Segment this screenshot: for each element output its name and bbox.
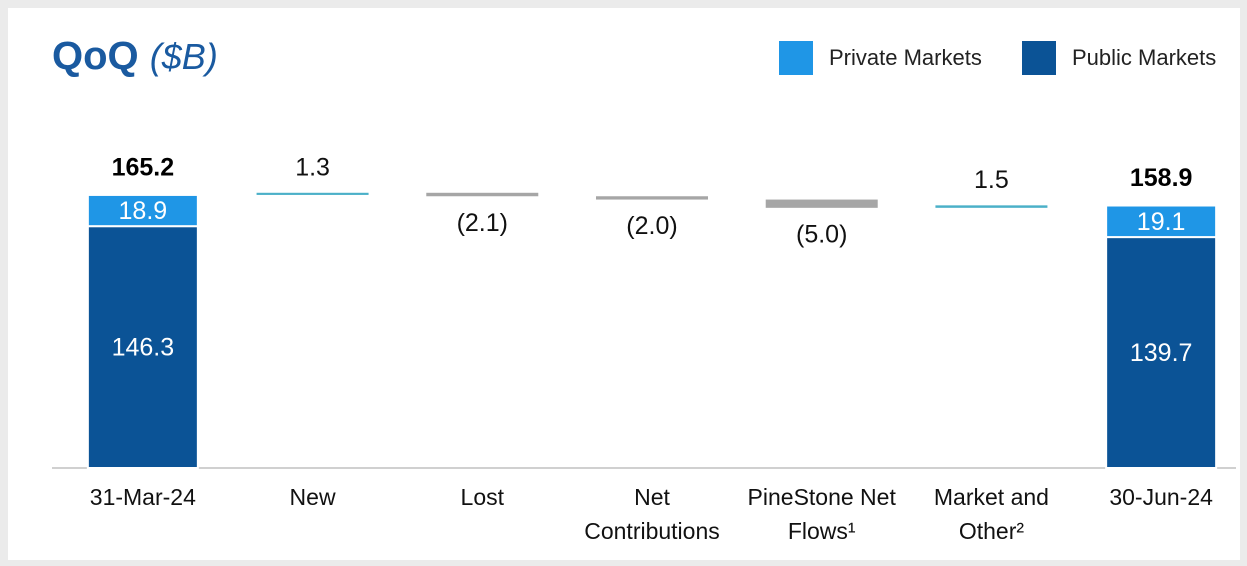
change-label: (2.0) — [626, 212, 677, 240]
x-tick-label: PineStone Net Flows¹ — [747, 484, 896, 544]
bar-value-label: 146.3 — [112, 334, 175, 362]
bar-segment — [1105, 236, 1218, 469]
x-tick-label: 30-Jun-24 — [1109, 484, 1213, 510]
legend-swatch — [1022, 41, 1056, 75]
bar-segment — [1105, 204, 1218, 239]
legend-swatch — [779, 41, 813, 75]
chart-title: QoQ ($B) — [52, 34, 218, 79]
legend-item: Private Markets — [779, 40, 982, 76]
change-bar — [765, 199, 878, 208]
bar-segment — [86, 193, 199, 228]
change-bar — [935, 205, 1048, 208]
bar-value-label: 139.7 — [1130, 339, 1193, 367]
legend-label: Public Markets — [1072, 45, 1217, 70]
total-label: 165.2 — [112, 154, 175, 182]
bar-value-label: 19.1 — [1137, 208, 1186, 236]
subtitle-text: ($B) — [149, 36, 218, 77]
legend-item: Public Markets — [1022, 40, 1216, 76]
x-tick-label: 31-Mar-24 — [89, 484, 196, 510]
x-tick-label: Market and Other² — [933, 484, 1049, 544]
change-bar — [426, 192, 539, 197]
legend-label: Private Markets — [829, 45, 982, 70]
bar-value-label: 18.9 — [119, 197, 168, 225]
title-text: QoQ — [52, 34, 139, 78]
change-label: 1.5 — [974, 166, 1009, 194]
x-tick-label: Lost — [460, 484, 505, 510]
change-bar — [596, 196, 708, 200]
total-label: 158.9 — [1130, 164, 1193, 192]
change-label: (5.0) — [796, 220, 847, 248]
change-label: 1.3 — [295, 153, 330, 181]
change-bar — [256, 192, 369, 195]
x-tick-label: New — [289, 484, 336, 510]
change-label: (2.1) — [457, 209, 508, 237]
x-tick-label: Net Contributions — [584, 484, 720, 544]
